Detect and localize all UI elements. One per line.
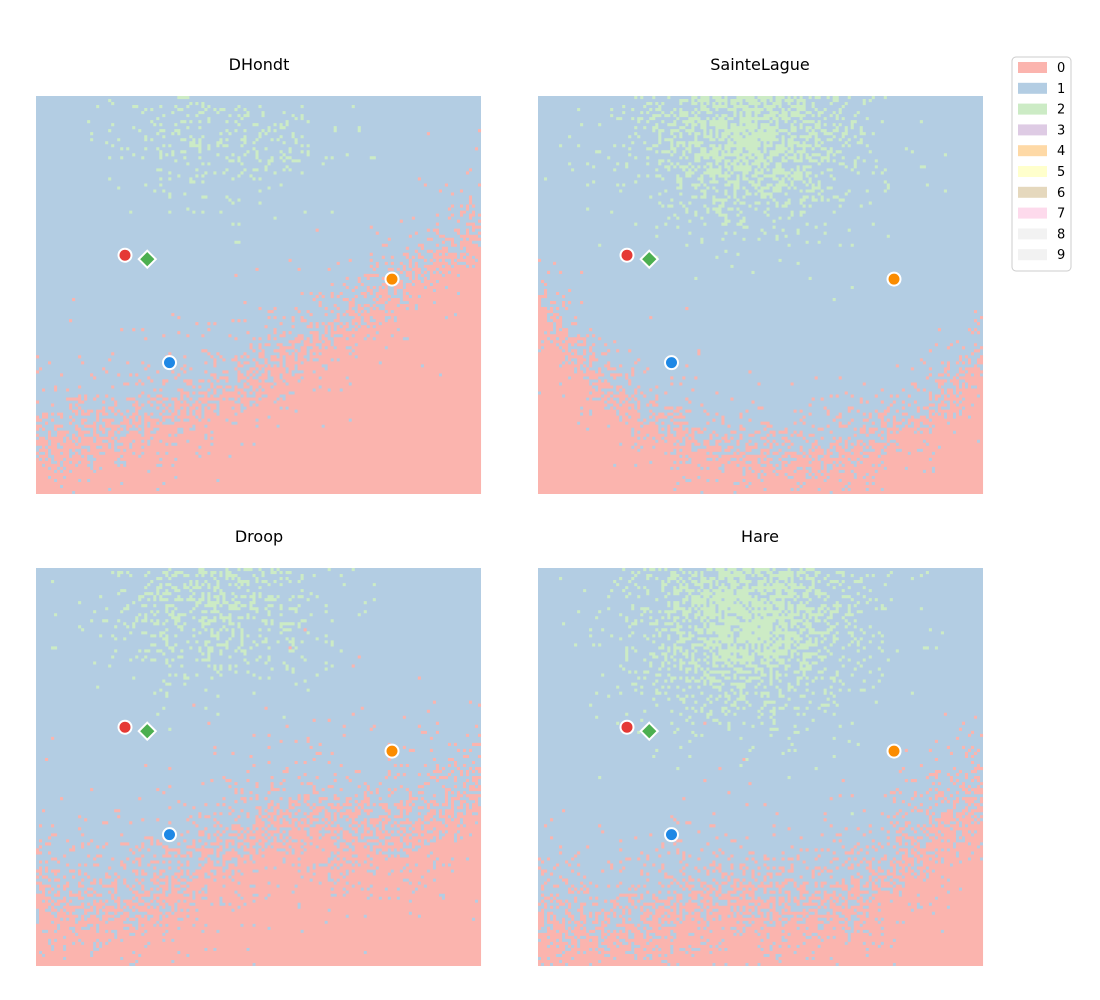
marker-circle-0	[619, 247, 635, 263]
marker-circle-2	[384, 743, 400, 759]
panel-saintelague: SainteLague	[538, 55, 984, 495]
marker-circle-0	[117, 719, 133, 735]
heatmap-cells-class-2	[87, 96, 376, 244]
panel-title-hare: Hare	[741, 527, 779, 546]
marker-diamond-1	[639, 249, 660, 270]
legend-swatch-1	[1018, 82, 1047, 94]
heatmap-cells-class-2	[544, 96, 947, 302]
legend-swatch-7	[1018, 207, 1047, 219]
marker-circle-3	[664, 827, 679, 843]
legend-swatch-8	[1018, 228, 1047, 240]
marker-circle-2	[886, 271, 902, 287]
markers-hare	[619, 719, 902, 843]
marker-diamond-1	[137, 249, 158, 270]
legend-label-8: 8	[1057, 227, 1065, 242]
legend-label-9: 9	[1057, 248, 1065, 263]
legend-label-2: 2	[1057, 103, 1065, 118]
legend-label-1: 1	[1057, 82, 1065, 97]
marker-circle-3	[162, 355, 177, 371]
legend-swatch-0	[1018, 62, 1047, 73]
heatmap-cells-class-2	[559, 568, 944, 816]
heatmap-cells-class-0	[36, 129, 482, 495]
heatmap-cells-class-0	[538, 712, 984, 967]
legend-items: 0 1 2 3 4 5 6 7 8 9	[1018, 61, 1065, 263]
heatmap-cells-class-0	[538, 258, 984, 495]
heatmap-cells-class-2	[51, 568, 376, 731]
heatmap-droop	[36, 568, 482, 967]
marker-circle-0	[619, 719, 635, 735]
marker-circle-2	[384, 271, 400, 287]
legend-label-3: 3	[1057, 123, 1065, 138]
legend-swatch-2	[1018, 103, 1047, 115]
heatmap-cells-class-0	[36, 628, 482, 967]
legend: 0 1 2 3 4 5 6 7 8 9	[1011, 56, 1072, 272]
legend-swatch-9	[1018, 249, 1047, 261]
markers-saintelague	[619, 247, 902, 371]
legend-label-6: 6	[1057, 186, 1065, 201]
markers-dhondt	[117, 247, 400, 371]
panel-droop: Droop	[36, 527, 482, 967]
panel-title-saintelague: SainteLague	[710, 55, 810, 74]
panel-title-dhondt: DHondt	[229, 55, 290, 74]
legend-swatch-3	[1018, 124, 1047, 136]
legend-label-4: 4	[1057, 144, 1065, 159]
heatmap-hare	[538, 568, 984, 967]
marker-circle-3	[664, 355, 679, 371]
legend-label-5: 5	[1057, 165, 1065, 180]
legend-swatch-4	[1018, 145, 1047, 157]
panel-dhondt: DHondt	[36, 55, 482, 495]
legend-swatch-6	[1018, 186, 1047, 198]
legend-swatch-5	[1018, 166, 1047, 177]
marker-diamond-1	[137, 721, 158, 742]
panel-title-droop: Droop	[235, 527, 283, 546]
marker-circle-3	[162, 827, 177, 843]
legend-label-0: 0	[1057, 61, 1065, 76]
marker-circle-0	[117, 247, 133, 263]
marker-circle-2	[886, 743, 902, 759]
legend-label-7: 7	[1057, 207, 1065, 222]
markers-droop	[117, 719, 400, 843]
panel-hare: Hare	[538, 527, 984, 967]
heatmap-saintelague	[538, 96, 984, 495]
marker-diamond-1	[639, 721, 660, 742]
heatmap-dhondt	[36, 96, 482, 495]
